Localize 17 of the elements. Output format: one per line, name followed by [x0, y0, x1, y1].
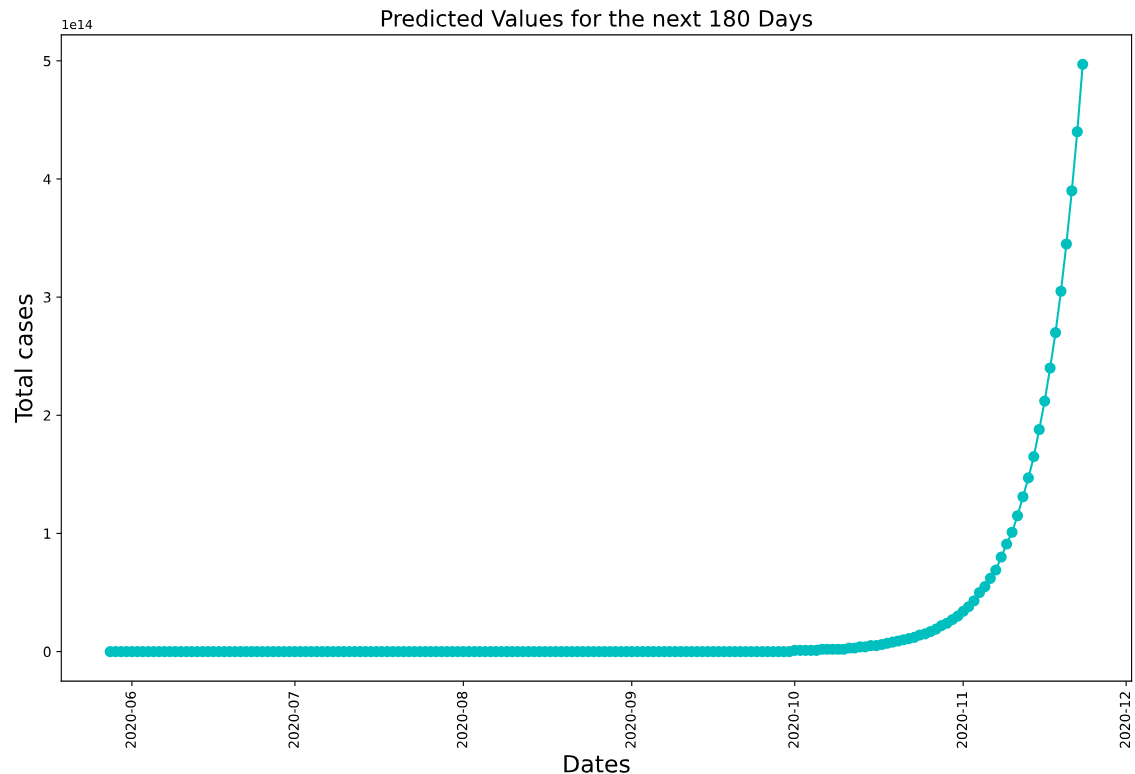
y-tick-label: 1 — [44, 528, 51, 539]
y-tick-label: 3 — [43, 292, 51, 303]
y-axis-title: Total cases — [14, 294, 33, 423]
y-tick-label: 2 — [43, 410, 51, 421]
x-tick-label: 2020-09 — [625, 691, 636, 748]
x-tick-label: 2020-10 — [788, 691, 799, 748]
x-tick-label: 2020-11 — [956, 692, 968, 748]
x-axis-title: Dates — [564, 755, 630, 773]
y-tick-label: 4 — [43, 174, 51, 185]
x-tick-label: 2020-08 — [456, 691, 468, 748]
y-tick-label: 0 — [43, 646, 51, 658]
y-tick-label: 5 — [43, 55, 51, 67]
x-tick-label: 2020-12 — [1119, 692, 1131, 748]
chart-title: Predicted Values for the next 180 Days — [381, 9, 813, 32]
x-tick-label: 2020-06 — [125, 691, 136, 748]
x-tick-label: 2020-07 — [288, 692, 299, 748]
text: 1e14 — [62, 19, 93, 30]
